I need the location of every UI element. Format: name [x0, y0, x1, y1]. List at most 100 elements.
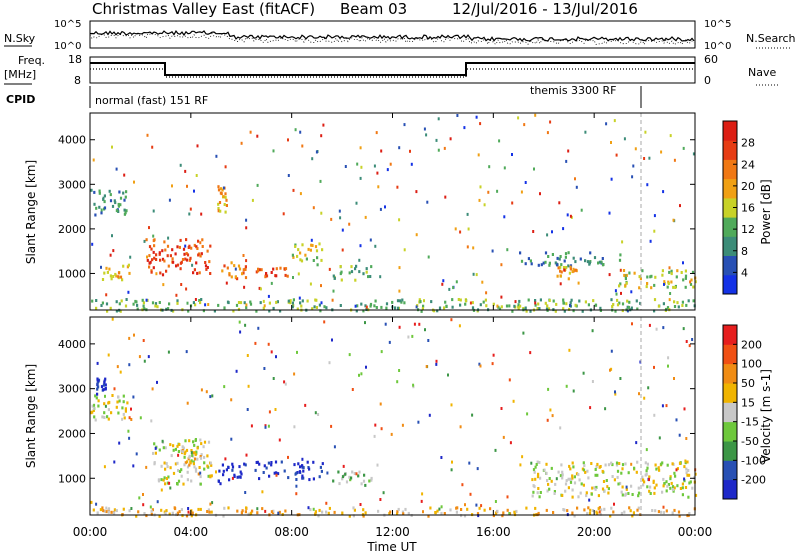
power-echo-cell — [300, 304, 303, 308]
velocity-speckle — [635, 441, 638, 445]
velocity-speckle — [494, 500, 497, 503]
velocity-speckle — [231, 476, 234, 480]
power-speckle — [225, 281, 228, 285]
velocity-echo-cell — [643, 480, 646, 484]
velocity-y-tick-label: 3000 — [58, 383, 86, 396]
power-echo-cell — [219, 209, 222, 213]
velocity-echo-cell — [671, 462, 674, 466]
power-echo-cell — [610, 298, 613, 302]
power-speckle — [359, 146, 362, 150]
power-echo-cell — [579, 257, 582, 261]
power-speckle — [500, 295, 503, 299]
velocity-speckle — [246, 354, 249, 357]
velocity-echo-cell — [188, 455, 191, 459]
power-echo-cell — [552, 299, 555, 303]
power-echo-cell — [555, 302, 558, 306]
velocity-echo-cell — [615, 461, 619, 465]
power-echo-cell — [176, 245, 179, 249]
velocity-echo-cell — [320, 469, 323, 473]
velocity-echo-cell — [531, 494, 534, 498]
power-echo-cell — [584, 259, 587, 263]
power-echo-cell — [315, 249, 319, 253]
velocity-echo-cell — [502, 511, 505, 515]
velocity-echo-cell — [191, 511, 194, 515]
velocity-echo-cell — [94, 394, 97, 398]
velocity-echo-cell — [206, 454, 209, 458]
power-echo-cell — [265, 274, 269, 278]
velocity-speckle — [96, 361, 99, 365]
power-echo-cell — [224, 210, 227, 214]
velocity-y-tick-label: 4000 — [58, 338, 86, 351]
velocity-echo-cell — [564, 482, 568, 486]
power-speckle — [341, 228, 344, 232]
power-echo-cell — [201, 245, 204, 248]
velocity-echo-cell — [317, 514, 320, 518]
power-echo-cell — [420, 309, 423, 313]
power-speckle — [358, 258, 361, 262]
velocity-echo-cell — [194, 453, 197, 457]
velocity-echo-cell — [673, 471, 676, 475]
velocity-echo-cell — [165, 509, 168, 513]
power-echo-cell — [117, 275, 120, 279]
velocity-echo-cell — [250, 511, 253, 515]
power-echo-cell — [118, 190, 121, 194]
velocity-echo-cell — [96, 385, 99, 389]
velocity-echo-cell — [476, 512, 480, 516]
velocity-speckle — [156, 380, 158, 384]
nsky-left-tick-bottom: 10^0 — [54, 41, 81, 52]
power-speckle — [292, 276, 294, 279]
power-echo-cell — [339, 304, 342, 307]
velocity-echo-cell — [184, 439, 187, 443]
power-echo-cell — [151, 301, 155, 305]
velocity-echo-cell — [579, 491, 582, 495]
velocity-echo-cell — [115, 405, 118, 409]
nsky-right-tick-bottom: 10^0 — [704, 41, 731, 52]
power-echo-cell — [122, 264, 125, 268]
velocity-echo-cell — [270, 463, 273, 467]
velocity-speckle — [683, 477, 686, 481]
power-echo-cell — [621, 309, 624, 313]
velocity-echo-cell — [671, 511, 674, 515]
velocity-echo-cell — [164, 511, 167, 515]
velocity-colorbar-tick-label: -50 — [741, 435, 759, 448]
power-echo-cell — [572, 256, 575, 260]
velocity-echo-cell — [227, 506, 230, 510]
power-echo-cell — [119, 203, 122, 207]
velocity-echo-cell — [256, 511, 259, 515]
velocity-echo-cell — [337, 470, 340, 474]
velocity-echo-cell — [102, 509, 105, 513]
velocity-speckle — [418, 322, 421, 326]
power-speckle — [692, 152, 695, 156]
velocity-echo-cell — [162, 446, 165, 450]
velocity-echo-cell — [166, 481, 169, 485]
power-speckle — [179, 163, 182, 167]
velocity-speckle — [655, 327, 658, 331]
power-echo-cell — [464, 299, 468, 303]
power-echo-cell — [639, 277, 642, 281]
velocity-echo-cell — [341, 477, 344, 481]
power-speckle — [111, 234, 113, 238]
velocity-speckle — [138, 355, 141, 359]
velocity-echo-cell — [389, 510, 392, 514]
power-echo-cell — [239, 301, 243, 305]
power-echo-cell — [98, 205, 101, 209]
velocity-echo-cell — [348, 514, 351, 518]
velocity-speckle — [130, 507, 133, 510]
power-speckle — [475, 273, 478, 277]
velocity-speckle — [143, 359, 146, 363]
power-echo-cell — [348, 271, 351, 275]
power-echo-cell — [276, 300, 279, 304]
power-echo-cell — [396, 299, 400, 303]
power-echo-cell — [568, 307, 571, 311]
power-speckle — [435, 138, 438, 142]
power-echo-cell — [548, 261, 551, 265]
power-speckle — [660, 150, 663, 154]
power-echo-cell — [301, 299, 304, 303]
power-echo-cell — [628, 300, 631, 304]
power-speckle — [500, 263, 503, 267]
velocity-echo-cell — [122, 400, 125, 404]
velocity-echo-cell — [297, 462, 300, 466]
power-echo-cell — [158, 251, 161, 255]
velocity-echo-cell — [328, 506, 331, 510]
power-echo-cell — [115, 309, 118, 313]
